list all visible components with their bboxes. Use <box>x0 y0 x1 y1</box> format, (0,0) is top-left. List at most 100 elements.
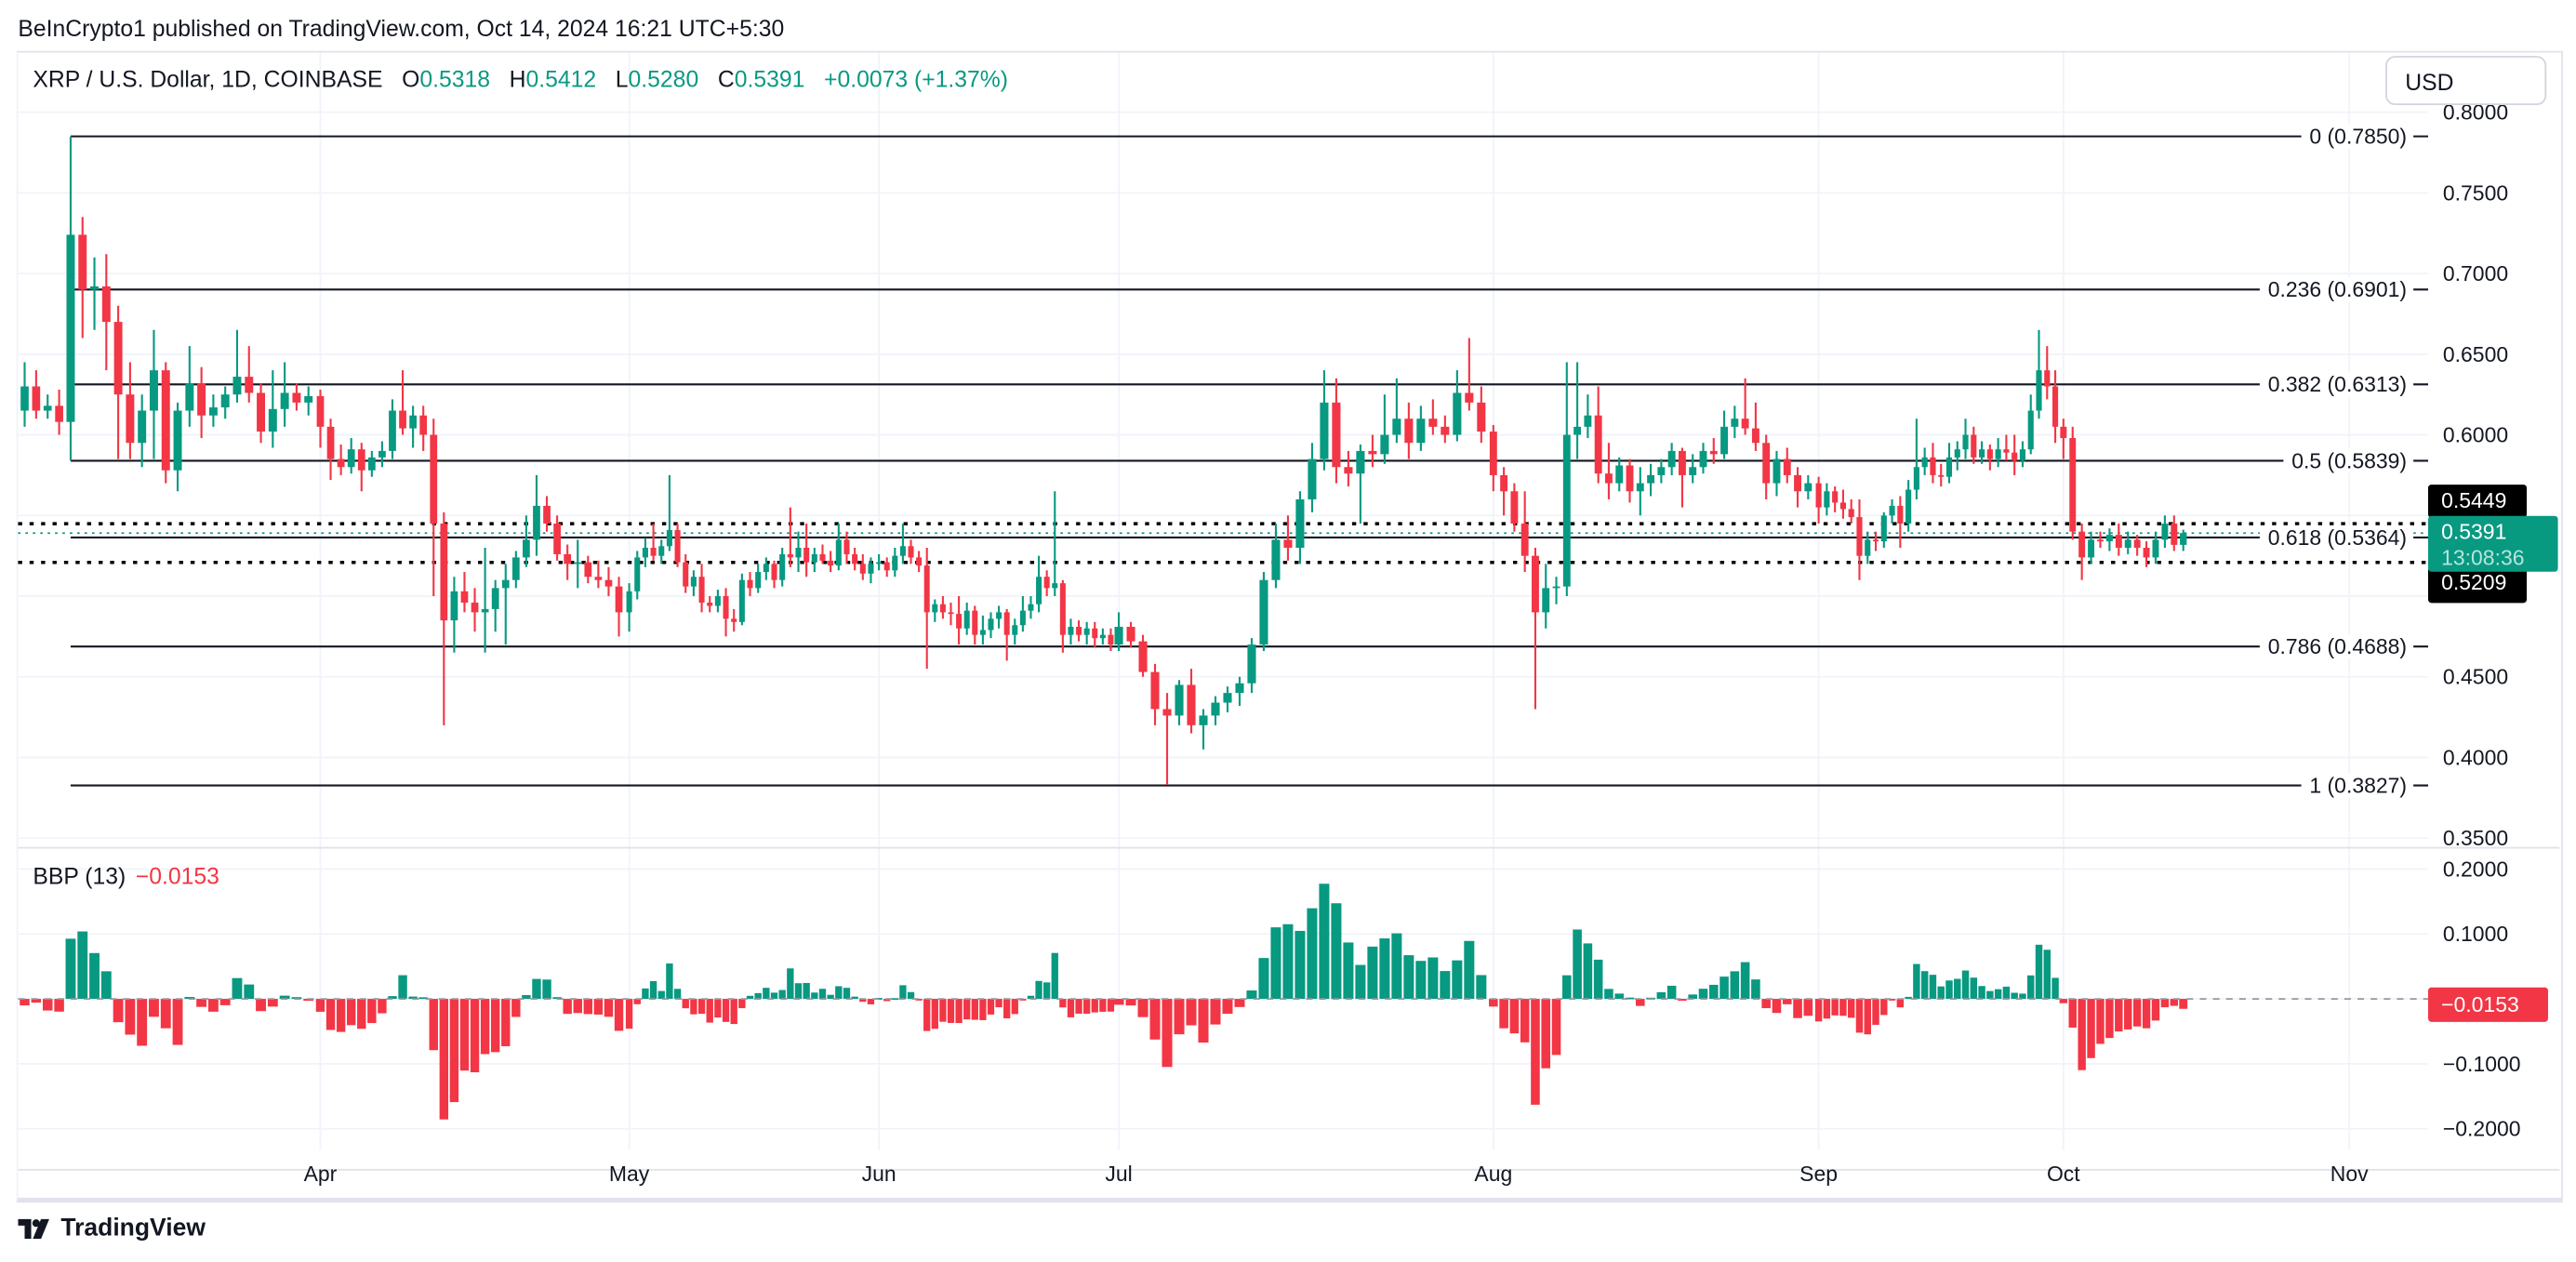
candle-body <box>1783 458 1791 475</box>
fib-label-0.382: 0.382 (0.6313) <box>2268 372 2407 396</box>
candle <box>1962 418 1969 459</box>
time-axis-label: Oct <box>2047 1162 2080 1186</box>
candle-body <box>1308 458 1317 499</box>
candle-body <box>304 395 313 403</box>
candle <box>1945 443 1953 484</box>
candle <box>1824 483 1830 516</box>
candle-body <box>2171 523 2178 545</box>
bbp-bar <box>1803 999 1813 1016</box>
candle-body <box>923 565 930 613</box>
candle <box>1626 458 1634 503</box>
candle <box>1584 394 1592 439</box>
bbp-bar <box>1666 985 1677 1000</box>
bbp-bar <box>160 999 171 1029</box>
bbp-bar <box>1246 990 1257 1000</box>
bbp-bar <box>730 999 737 1025</box>
candle <box>1880 511 1887 548</box>
bbp-bar <box>408 996 418 1000</box>
bbp-bar <box>367 999 377 1024</box>
candle-body <box>1453 392 1462 435</box>
candle-body <box>553 523 561 554</box>
candle-body <box>939 604 946 613</box>
chart-frame <box>16 50 2563 1203</box>
candle <box>450 577 458 653</box>
candle <box>1489 425 1497 492</box>
candle <box>996 605 1003 629</box>
candle <box>409 405 417 448</box>
candle-body <box>916 557 923 566</box>
candle-body <box>1247 644 1256 684</box>
bbp-bar <box>542 979 551 1000</box>
bbp-bar <box>315 999 325 1012</box>
upper-line-price-label-bg <box>2428 485 2527 518</box>
candle <box>1162 693 1172 786</box>
candle <box>876 553 883 571</box>
candle <box>1295 491 1305 565</box>
bbp-bar <box>1839 999 1847 1016</box>
bbp-bar <box>1440 971 1451 1000</box>
bbp-bar <box>207 999 219 1012</box>
candle <box>197 366 206 439</box>
bbp-bar <box>787 968 794 1000</box>
bbp-bar <box>184 997 195 1000</box>
candle <box>1815 476 1822 524</box>
currency-button[interactable]: USD <box>2385 56 2547 106</box>
bbp-bar <box>738 999 746 1009</box>
candle-body <box>1804 483 1812 492</box>
candle <box>1913 418 1919 499</box>
bbp-bar <box>2179 999 2188 1009</box>
bbp-bar <box>604 999 614 1017</box>
candle-body <box>1428 418 1438 427</box>
candle-body <box>2060 426 2067 439</box>
bbp-bar <box>899 985 907 1000</box>
candle-body <box>811 553 817 563</box>
candle-body <box>843 539 850 554</box>
candle-body <box>2133 539 2141 548</box>
bbp-bar <box>923 999 931 1031</box>
candle-body <box>584 562 592 578</box>
candle-body <box>738 579 745 622</box>
candle <box>714 590 721 613</box>
candle-body <box>683 562 689 587</box>
candle-body <box>1162 709 1172 716</box>
bbp-bar <box>1452 960 1463 1000</box>
candle-body <box>1880 515 1887 542</box>
candle <box>1003 608 1010 661</box>
candle <box>460 572 469 613</box>
candle <box>956 596 963 645</box>
fib-label-background <box>2301 773 2414 798</box>
candle <box>2124 531 2131 554</box>
bbp-bar <box>429 999 438 1051</box>
candle-body <box>1211 702 1220 716</box>
candle <box>1114 612 1123 652</box>
candle <box>634 551 641 600</box>
candle <box>304 386 313 416</box>
candle-body <box>533 505 540 540</box>
candle <box>367 450 376 477</box>
candle <box>1971 426 1977 464</box>
candle-body <box>1138 641 1148 672</box>
candle <box>511 551 520 589</box>
tradingview-logo[interactable]: TradingView <box>18 1215 206 1242</box>
bbp-bar <box>2059 999 2068 1003</box>
bbp-bar <box>346 999 356 1026</box>
candle <box>389 399 396 459</box>
bbp-bar <box>149 999 159 1017</box>
candle <box>1012 618 1018 645</box>
candle-body <box>1751 428 1759 444</box>
bbp-axis-label: −0.1000 <box>2443 1052 2521 1076</box>
upper-line-price-label: 0.5449 <box>2428 485 2527 518</box>
time-axis-label: Aug <box>1474 1162 1512 1186</box>
candle-body <box>1709 450 1718 455</box>
bbp-bar <box>113 999 124 1023</box>
bbp-bar <box>1945 980 1953 1000</box>
candle <box>1751 402 1759 451</box>
bbp-bar <box>1698 989 1708 1000</box>
candle <box>2161 515 2169 548</box>
candle <box>1428 399 1438 435</box>
candle <box>868 557 874 584</box>
candle-body <box>674 529 681 563</box>
candle-body <box>1731 418 1739 427</box>
candle-body <box>1678 450 1686 475</box>
